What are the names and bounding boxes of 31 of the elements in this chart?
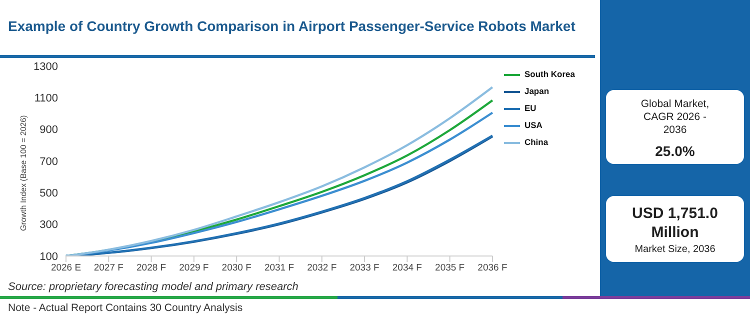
y-tick-label: 700: [40, 156, 58, 168]
legend-label: China: [524, 137, 548, 147]
x-tick-label: 2029 F: [179, 262, 209, 274]
x-tick-label: 2035 F: [435, 262, 465, 274]
y-tick-label: 500: [40, 188, 58, 200]
y-tick-label: 1100: [34, 92, 58, 105]
chart-title: Example of Country Growth Comparison in Airport Passenger-Service Robots Market: [8, 18, 576, 34]
x-tick-label: 2036 F: [478, 262, 508, 274]
x-tick-label: 2028 F: [136, 262, 166, 274]
text: Global Market, CAGR 2026 - 2036: [640, 98, 710, 137]
text: USD 1,751.0 Million: [631, 204, 719, 242]
x-tick-label: 2033 F: [350, 262, 380, 274]
x-tick-label: 2026 E: [50, 262, 82, 274]
text: 25.0%: [654, 143, 696, 159]
legend-label: USA: [524, 120, 542, 130]
legend-label: Japan: [524, 86, 550, 96]
y-tick-label: 1300: [34, 60, 58, 73]
x-tick-label: 2032 F: [307, 262, 337, 274]
y-tick-label: 300: [40, 219, 58, 232]
source-note: Source: proprietary forecasting model and primary research: [8, 281, 298, 293]
x-tick-label: 2031 F: [264, 262, 294, 274]
legend-label: South Korea: [524, 69, 575, 79]
text: Note - Actual Report Contains 30 Country Analysis: [8, 302, 243, 314]
y-axis-title: Growth Index (Base 100 = 2026): [18, 114, 28, 231]
x-tick-label: 2027 F: [94, 262, 124, 274]
y-tick-label: 900: [40, 124, 58, 136]
legend-label: EU: [524, 103, 536, 113]
y-tick-label: 100: [40, 250, 58, 263]
x-tick-label: 2034 F: [392, 262, 422, 274]
x-tick-label: 2030 F: [222, 262, 252, 274]
text: Market Size, 2036: [634, 244, 716, 255]
